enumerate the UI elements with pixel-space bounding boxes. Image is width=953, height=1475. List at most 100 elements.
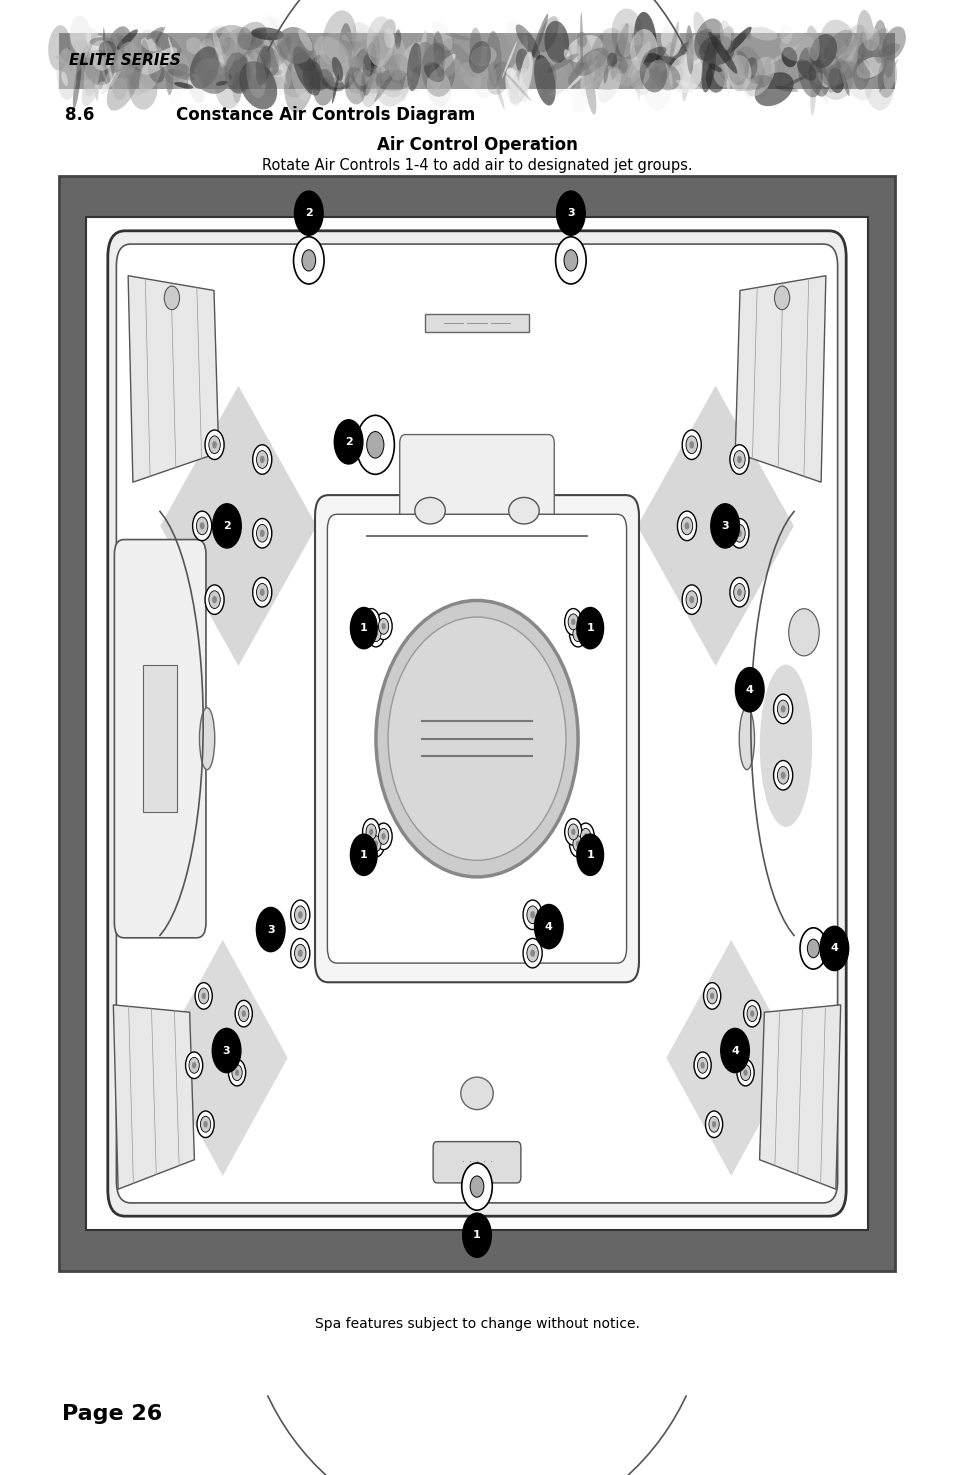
Ellipse shape <box>579 12 582 72</box>
Ellipse shape <box>573 34 594 63</box>
Ellipse shape <box>863 56 893 111</box>
Ellipse shape <box>90 37 114 47</box>
Ellipse shape <box>759 58 771 99</box>
Ellipse shape <box>246 55 265 88</box>
Ellipse shape <box>568 60 600 88</box>
Ellipse shape <box>856 10 874 62</box>
Circle shape <box>470 1176 483 1198</box>
Ellipse shape <box>859 31 866 55</box>
Circle shape <box>350 608 376 649</box>
Circle shape <box>212 596 216 603</box>
Ellipse shape <box>612 59 649 87</box>
Ellipse shape <box>430 49 445 90</box>
Ellipse shape <box>388 47 407 81</box>
FancyBboxPatch shape <box>114 540 206 938</box>
Ellipse shape <box>353 47 371 86</box>
Ellipse shape <box>171 69 188 105</box>
Ellipse shape <box>861 66 868 83</box>
Text: 4: 4 <box>730 1046 739 1056</box>
Ellipse shape <box>429 59 460 81</box>
Circle shape <box>522 938 541 968</box>
Ellipse shape <box>94 77 98 100</box>
Circle shape <box>367 830 384 857</box>
Text: 2: 2 <box>344 437 352 447</box>
Circle shape <box>375 614 392 640</box>
Ellipse shape <box>362 55 374 77</box>
Ellipse shape <box>155 38 159 50</box>
Ellipse shape <box>401 69 412 102</box>
Ellipse shape <box>823 30 851 60</box>
Ellipse shape <box>754 72 793 106</box>
Circle shape <box>294 237 324 285</box>
Circle shape <box>689 596 694 603</box>
Ellipse shape <box>277 43 313 97</box>
Ellipse shape <box>207 38 240 88</box>
Circle shape <box>228 1059 246 1086</box>
Ellipse shape <box>135 30 163 90</box>
Polygon shape <box>128 276 218 482</box>
Ellipse shape <box>853 44 863 88</box>
Ellipse shape <box>490 65 504 109</box>
Ellipse shape <box>856 58 883 78</box>
Circle shape <box>235 1000 252 1027</box>
Circle shape <box>569 621 586 648</box>
Circle shape <box>232 1065 242 1081</box>
Ellipse shape <box>610 24 628 80</box>
Ellipse shape <box>365 66 380 88</box>
Ellipse shape <box>211 40 216 49</box>
Ellipse shape <box>82 62 103 106</box>
Ellipse shape <box>589 66 624 90</box>
Circle shape <box>164 286 179 310</box>
Ellipse shape <box>473 62 497 97</box>
Ellipse shape <box>231 31 255 53</box>
Text: 8.6: 8.6 <box>65 106 94 124</box>
Ellipse shape <box>734 75 772 91</box>
Circle shape <box>198 988 209 1004</box>
Circle shape <box>733 584 744 602</box>
Circle shape <box>777 701 788 718</box>
Ellipse shape <box>766 44 799 65</box>
Ellipse shape <box>378 43 404 81</box>
Ellipse shape <box>284 58 310 83</box>
Ellipse shape <box>669 22 679 59</box>
Ellipse shape <box>168 69 194 81</box>
Circle shape <box>576 630 579 637</box>
Text: Air Control Operation: Air Control Operation <box>376 136 577 153</box>
Circle shape <box>205 431 224 460</box>
Ellipse shape <box>877 56 896 97</box>
Ellipse shape <box>726 78 729 94</box>
Circle shape <box>212 1028 240 1072</box>
Ellipse shape <box>159 66 172 86</box>
Ellipse shape <box>862 60 873 75</box>
Circle shape <box>367 621 384 648</box>
Circle shape <box>378 618 388 634</box>
Ellipse shape <box>727 55 751 91</box>
Ellipse shape <box>213 30 236 75</box>
Ellipse shape <box>349 71 380 96</box>
Polygon shape <box>160 386 316 667</box>
Ellipse shape <box>508 497 538 524</box>
Text: 1: 1 <box>359 622 367 633</box>
Circle shape <box>209 437 220 454</box>
Ellipse shape <box>208 59 214 68</box>
Ellipse shape <box>174 83 193 88</box>
Circle shape <box>213 504 241 549</box>
Circle shape <box>212 441 216 448</box>
Ellipse shape <box>215 81 227 86</box>
Ellipse shape <box>70 16 91 55</box>
Circle shape <box>294 192 323 236</box>
Ellipse shape <box>882 27 905 60</box>
Ellipse shape <box>857 40 881 78</box>
Ellipse shape <box>880 44 892 78</box>
Polygon shape <box>759 1004 840 1189</box>
Ellipse shape <box>642 59 672 111</box>
Ellipse shape <box>248 69 268 86</box>
Circle shape <box>680 518 692 535</box>
Ellipse shape <box>222 37 235 56</box>
Ellipse shape <box>277 27 313 63</box>
Ellipse shape <box>141 72 147 81</box>
Ellipse shape <box>407 43 421 91</box>
Ellipse shape <box>214 65 241 109</box>
Ellipse shape <box>775 86 798 91</box>
Ellipse shape <box>700 41 716 93</box>
